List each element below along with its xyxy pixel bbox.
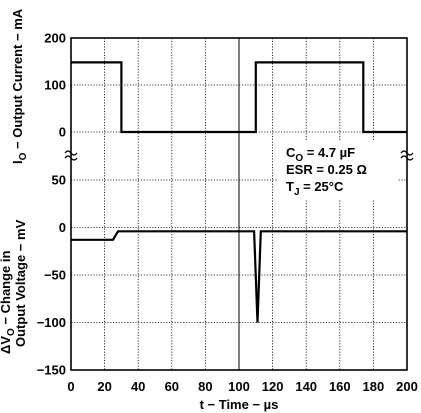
annotation-temperature-prefix: T xyxy=(286,179,294,194)
x-tick-label: 0 xyxy=(67,379,74,394)
y-tick-label: −50 xyxy=(44,268,66,283)
annotation-capacitance-sub: O xyxy=(295,153,303,164)
y-axis-label-voltage-prefix: ΔV xyxy=(0,336,13,354)
annotation-temperature-sub: J xyxy=(294,187,300,198)
y-tick-label: 50 xyxy=(52,173,66,188)
y-axis-label-voltage-line2: Output Voltage − mV xyxy=(13,219,28,347)
y-axis-label-current: IO − Output Current − mA xyxy=(10,8,29,164)
x-tick-label: 180 xyxy=(363,379,385,394)
y-axis-label-current-sub: O xyxy=(18,152,29,160)
x-tick-label: 60 xyxy=(165,379,179,394)
series-line-output-current xyxy=(71,61,407,134)
annotation-background xyxy=(278,141,398,199)
annotation-esr: ESR = 0.25 Ω xyxy=(286,162,367,177)
x-tick-label: 200 xyxy=(396,379,418,394)
x-tick-label: 160 xyxy=(329,379,351,394)
annotation-capacitance-prefix: C xyxy=(286,145,296,160)
annotation-block: CO = 4.7 µF ESR = 0.25 Ω TJ = 25°C xyxy=(278,141,398,199)
y-tick-label: −150 xyxy=(37,363,66,378)
x-tick-label: 40 xyxy=(131,379,145,394)
x-tick-label: 120 xyxy=(262,379,284,394)
y-tick-label: −100 xyxy=(37,315,66,330)
y-tick-label: 100 xyxy=(44,78,66,93)
y-tick-label: 200 xyxy=(44,31,66,46)
x-axis-label: t − Time − µs xyxy=(200,397,279,412)
y-tick-label: 0 xyxy=(59,220,66,235)
y-axis-label-current-rest: − Output Current − mA xyxy=(10,8,25,152)
y-axis-label-voltage-sub: O xyxy=(6,328,17,336)
plot-frame xyxy=(70,37,408,371)
annotation-capacitance: CO = 4.7 µF xyxy=(286,145,355,164)
x-tick-label: 20 xyxy=(97,379,111,394)
x-tick-label: 80 xyxy=(198,379,212,394)
x-tick-label: 100 xyxy=(228,379,250,394)
y-axis-label-voltage-rest: − Change in xyxy=(0,250,13,328)
traces xyxy=(71,61,407,323)
y-tick-label: 0 xyxy=(59,125,66,140)
y-axis-label-current-prefix: I xyxy=(10,160,25,164)
annotation-temperature: TJ = 25°C xyxy=(286,179,344,198)
x-tick-label: 140 xyxy=(295,379,317,394)
series-line-output-voltage-change xyxy=(71,230,407,323)
annotation-temperature-rest: = 25°C xyxy=(300,179,344,194)
tick-labels: 0 20 40 60 80 100 120 140 160 180 200 200 100 0 50 0 −50… xyxy=(37,31,418,395)
y-axis-label-voltage-line1: ΔVO − Change in xyxy=(0,250,17,354)
annotation-capacitance-rest: = 4.7 µF xyxy=(303,145,355,160)
